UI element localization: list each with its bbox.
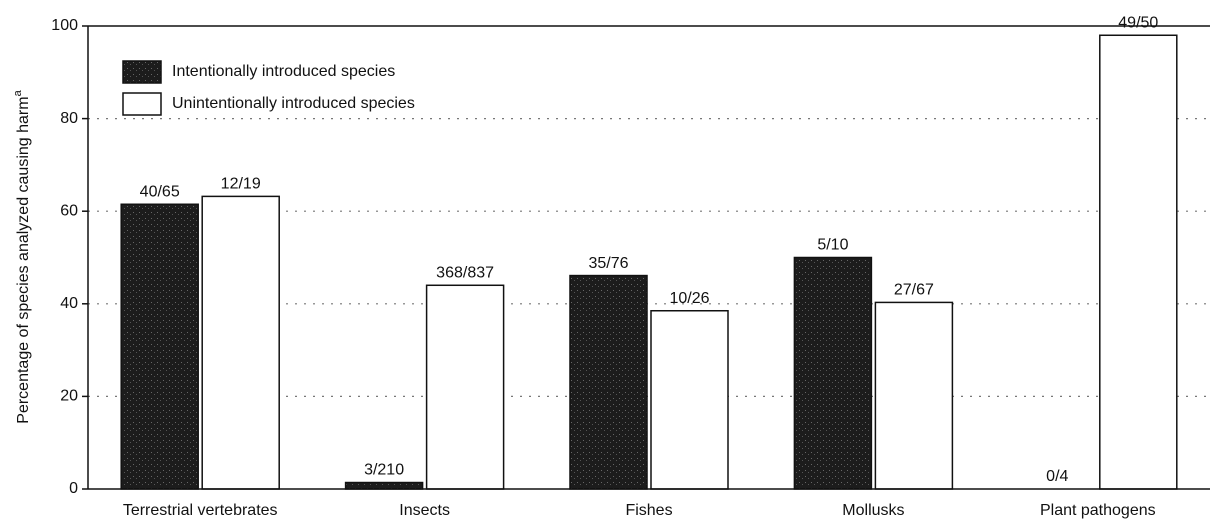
x-tick-label: Terrestrial vertebrates (123, 502, 278, 519)
value-label: 35/76 (588, 255, 628, 272)
bar (1099, 34, 1178, 490)
value-label: 10/26 (669, 290, 709, 307)
legend-label: Unintentionally introduced species (172, 95, 415, 112)
y-tick-label: 100 (51, 17, 78, 34)
bar (874, 301, 954, 490)
bar (425, 284, 505, 490)
y-tick-label: 0 (69, 480, 78, 497)
legend-swatch (122, 92, 162, 116)
value-label: 40/65 (140, 183, 180, 200)
x-tick-label: Plant pathogens (1040, 502, 1156, 519)
x-tick-label: Fishes (625, 502, 672, 519)
y-axis-label-text: Percentage of species analyzed causing h… (15, 96, 32, 423)
value-label: 3/210 (364, 462, 404, 479)
value-label: 368/837 (436, 264, 494, 281)
y-tick-label: 20 (60, 388, 78, 405)
bar (201, 195, 280, 490)
bar (793, 256, 873, 490)
bar (120, 203, 199, 490)
y-axis-label-footnote: a (12, 89, 24, 96)
bar (344, 481, 424, 490)
value-label: 12/19 (221, 176, 261, 193)
bar (569, 274, 648, 490)
legend-swatch (122, 60, 162, 84)
value-label: 0/4 (1046, 468, 1068, 485)
y-axis-label: Percentage of species analyzed causing h… (12, 89, 32, 423)
value-label: 49/50 (1118, 14, 1158, 31)
y-tick-label: 80 (60, 110, 78, 127)
y-tick-label: 40 (60, 295, 78, 312)
y-tick-label: 60 (60, 202, 78, 219)
x-tick-label: Mollusks (842, 502, 904, 519)
legend-label: Intentionally introduced species (172, 63, 395, 80)
value-label: 27/67 (894, 282, 934, 299)
x-tick-label: Insects (399, 502, 450, 519)
value-label: 5/10 (817, 237, 848, 254)
bar (650, 309, 729, 490)
